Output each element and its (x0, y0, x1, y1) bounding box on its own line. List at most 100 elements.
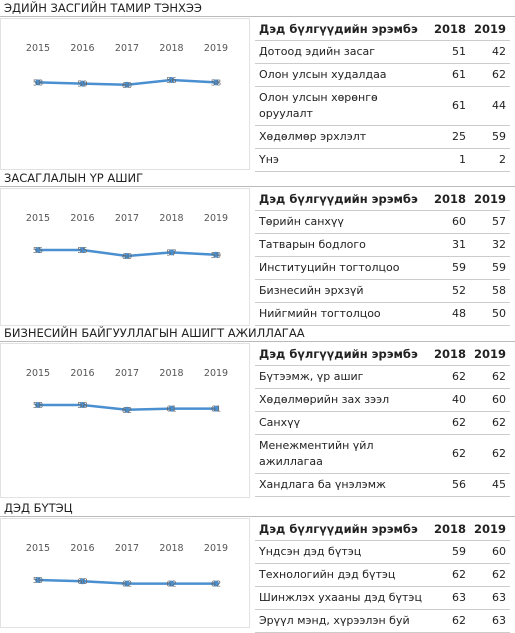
table-cell: 63 (469, 586, 510, 610)
table-row: Дотоод эдийн засаг 51 42 (255, 40, 510, 64)
table-cell: 60 (469, 388, 510, 412)
table-row: Хөдөлмөрийн зах зээл 40 60 (255, 388, 510, 412)
table-cell: Үнэ (255, 148, 430, 172)
header-cell: 2018 (429, 518, 470, 541)
table-row: Төрийн санхүү 60 57 (255, 210, 510, 234)
rank-point (168, 77, 175, 83)
table-row: Технологийн дэд бүтэц 62 62 (255, 563, 510, 587)
table-row: Бүтээмж, үр ашиг 62 62 (255, 365, 510, 389)
section: ЭДИЙН ЗАСГИЙН ТАМИР ТЭНХЭЭ 2015 2016 2017 20… (0, 0, 515, 172)
table-cell: 32 (469, 233, 510, 257)
table-cell: 44 (469, 86, 510, 126)
year-label: 2019 (204, 368, 228, 379)
year-label: 2018 (159, 543, 183, 554)
table-cell: Төрийн санхүү (255, 210, 430, 234)
table-cell: Нийгмийн тогтолцоо (255, 302, 430, 326)
table-cell: 31 (429, 233, 470, 257)
rank-table: Дэд бүлгүүдийн эрэмбэ 2018 2019 Бүтээмж, үр… (255, 343, 510, 497)
table-cell: Менежментийн үйл ажиллагаа (255, 434, 430, 474)
section: ЗАСАГЛАЛЫН ҮР АШИГ 2015 2016 2017 2018 2019 55… (0, 170, 515, 326)
table-cell: Олон улсын хөрөнгө оруулалт (255, 86, 430, 126)
header-cell: Дэд бүлгүүдийн эрэмбэ (255, 343, 430, 366)
table-cell: 62 (429, 434, 470, 474)
table-cell: 62 (429, 365, 470, 389)
header-cell: 2018 (429, 188, 470, 211)
table-cell: 62 (429, 609, 470, 633)
chart-frame (0, 343, 250, 498)
table-cell: 45 (469, 473, 510, 497)
table-cell: Технологийн дэд бүтэц (255, 563, 430, 587)
year-label: 2018 (159, 368, 183, 379)
table-cell: 59 (429, 256, 470, 280)
table-cell: 59 (429, 540, 470, 564)
table-header: Дэд бүлгүүдийн эрэмбэ 2018 2019 (255, 18, 510, 41)
table-cell: 62 (469, 365, 510, 389)
chart-frame (0, 18, 250, 170)
table-row: Бизнесийн эрхзүй 52 58 (255, 279, 510, 303)
point-label: 56 (166, 76, 176, 85)
section-title: БИЗНЕСИЙН БАЙГУУЛЛАГЫН АШИГТ АЖИЛЛАГАА (0, 325, 515, 342)
year-label: 2016 (70, 43, 94, 54)
year-label: 2017 (115, 43, 139, 54)
table-cell: Дотоод эдийн засаг (255, 40, 430, 64)
table-cell: 60 (469, 540, 510, 564)
table-row: Санхүү 62 62 (255, 411, 510, 435)
year-label: 2015 (26, 43, 50, 54)
rank-point (79, 80, 86, 87)
point-label: 60 (122, 81, 132, 90)
point-label: 62 (122, 406, 132, 415)
table-cell: 51 (429, 40, 470, 64)
line-chart: 2015 2016 2017 2018 2019 58 58 62 61 61 (0, 343, 250, 498)
point-label: 62 (211, 580, 221, 589)
section-title: ЗАСАГЛАЛЫН ҮР АШИГ (0, 170, 515, 187)
table-cell: Шинжлэх ухааны дэд бүтэц (255, 586, 430, 610)
table-row: Үндсэн дэд бүтэц 59 60 (255, 540, 510, 564)
table-row: Хандлага ба үнэлэмж 56 45 (255, 473, 510, 497)
table-cell: 63 (429, 586, 470, 610)
table-header: Дэд бүлгүүдийн эрэмбэ 2018 2019 (255, 518, 510, 541)
table-cell: 25 (429, 125, 470, 149)
year-label: 2018 (159, 213, 183, 224)
header-cell: 2019 (469, 18, 510, 41)
rank-point (168, 249, 175, 256)
table-cell: Хөдөлмөр эрхлэлт (255, 125, 430, 149)
table-cell: 56 (429, 473, 470, 497)
header-cell: Дэд бүлгүүдийн эрэмбэ (255, 18, 430, 41)
year-label: 2016 (70, 213, 94, 224)
table-row: Татварын бодлого 31 32 (255, 233, 510, 257)
header-cell: 2019 (469, 518, 510, 541)
table-cell: Санхүү (255, 411, 430, 435)
table-cell: 2 (469, 148, 510, 172)
table-cell: 60 (429, 210, 470, 234)
table-cell: 59 (469, 256, 510, 280)
table-row: Үнэ 1 2 (255, 148, 510, 172)
table-cell: 63 (469, 609, 510, 633)
point-label: 55 (77, 246, 87, 255)
section-title: ЭДИЙН ЗАСГИЙН ТАМИР ТЭНХЭЭ (0, 0, 515, 17)
table-cell: 52 (429, 279, 470, 303)
rank-point (79, 247, 86, 253)
header-cell: 2019 (469, 343, 510, 366)
table-cell: 62 (469, 434, 510, 474)
point-label: 59 (211, 251, 221, 260)
rank-point (213, 79, 219, 86)
table-cell: 62 (429, 563, 470, 587)
section-title: ДЭД БҮТЭЦ (0, 500, 515, 517)
table-cell: Бүтээмж, үр ашиг (255, 365, 430, 389)
point-label: 60 (77, 577, 87, 586)
point-label: 60 (122, 252, 132, 261)
rank-point (124, 81, 130, 88)
rank-table: Дэд бүлгүүдийн эрэмбэ 2018 2019 Төрийн санх… (255, 188, 510, 326)
year-label: 2019 (204, 213, 228, 224)
table-cell: Татварын бодлого (255, 233, 430, 257)
table-cell: 59 (469, 125, 510, 149)
year-label: 2016 (70, 543, 94, 554)
table-cell: 61 (429, 86, 470, 126)
chart-frame (0, 188, 250, 326)
chart-frame (0, 518, 250, 628)
table-cell: 40 (429, 388, 470, 412)
rank-point (213, 405, 219, 412)
point-label: 59 (77, 80, 87, 89)
table-cell: 61 (429, 63, 470, 87)
table-row: Олон улсын худалдаа 61 62 (255, 63, 510, 87)
